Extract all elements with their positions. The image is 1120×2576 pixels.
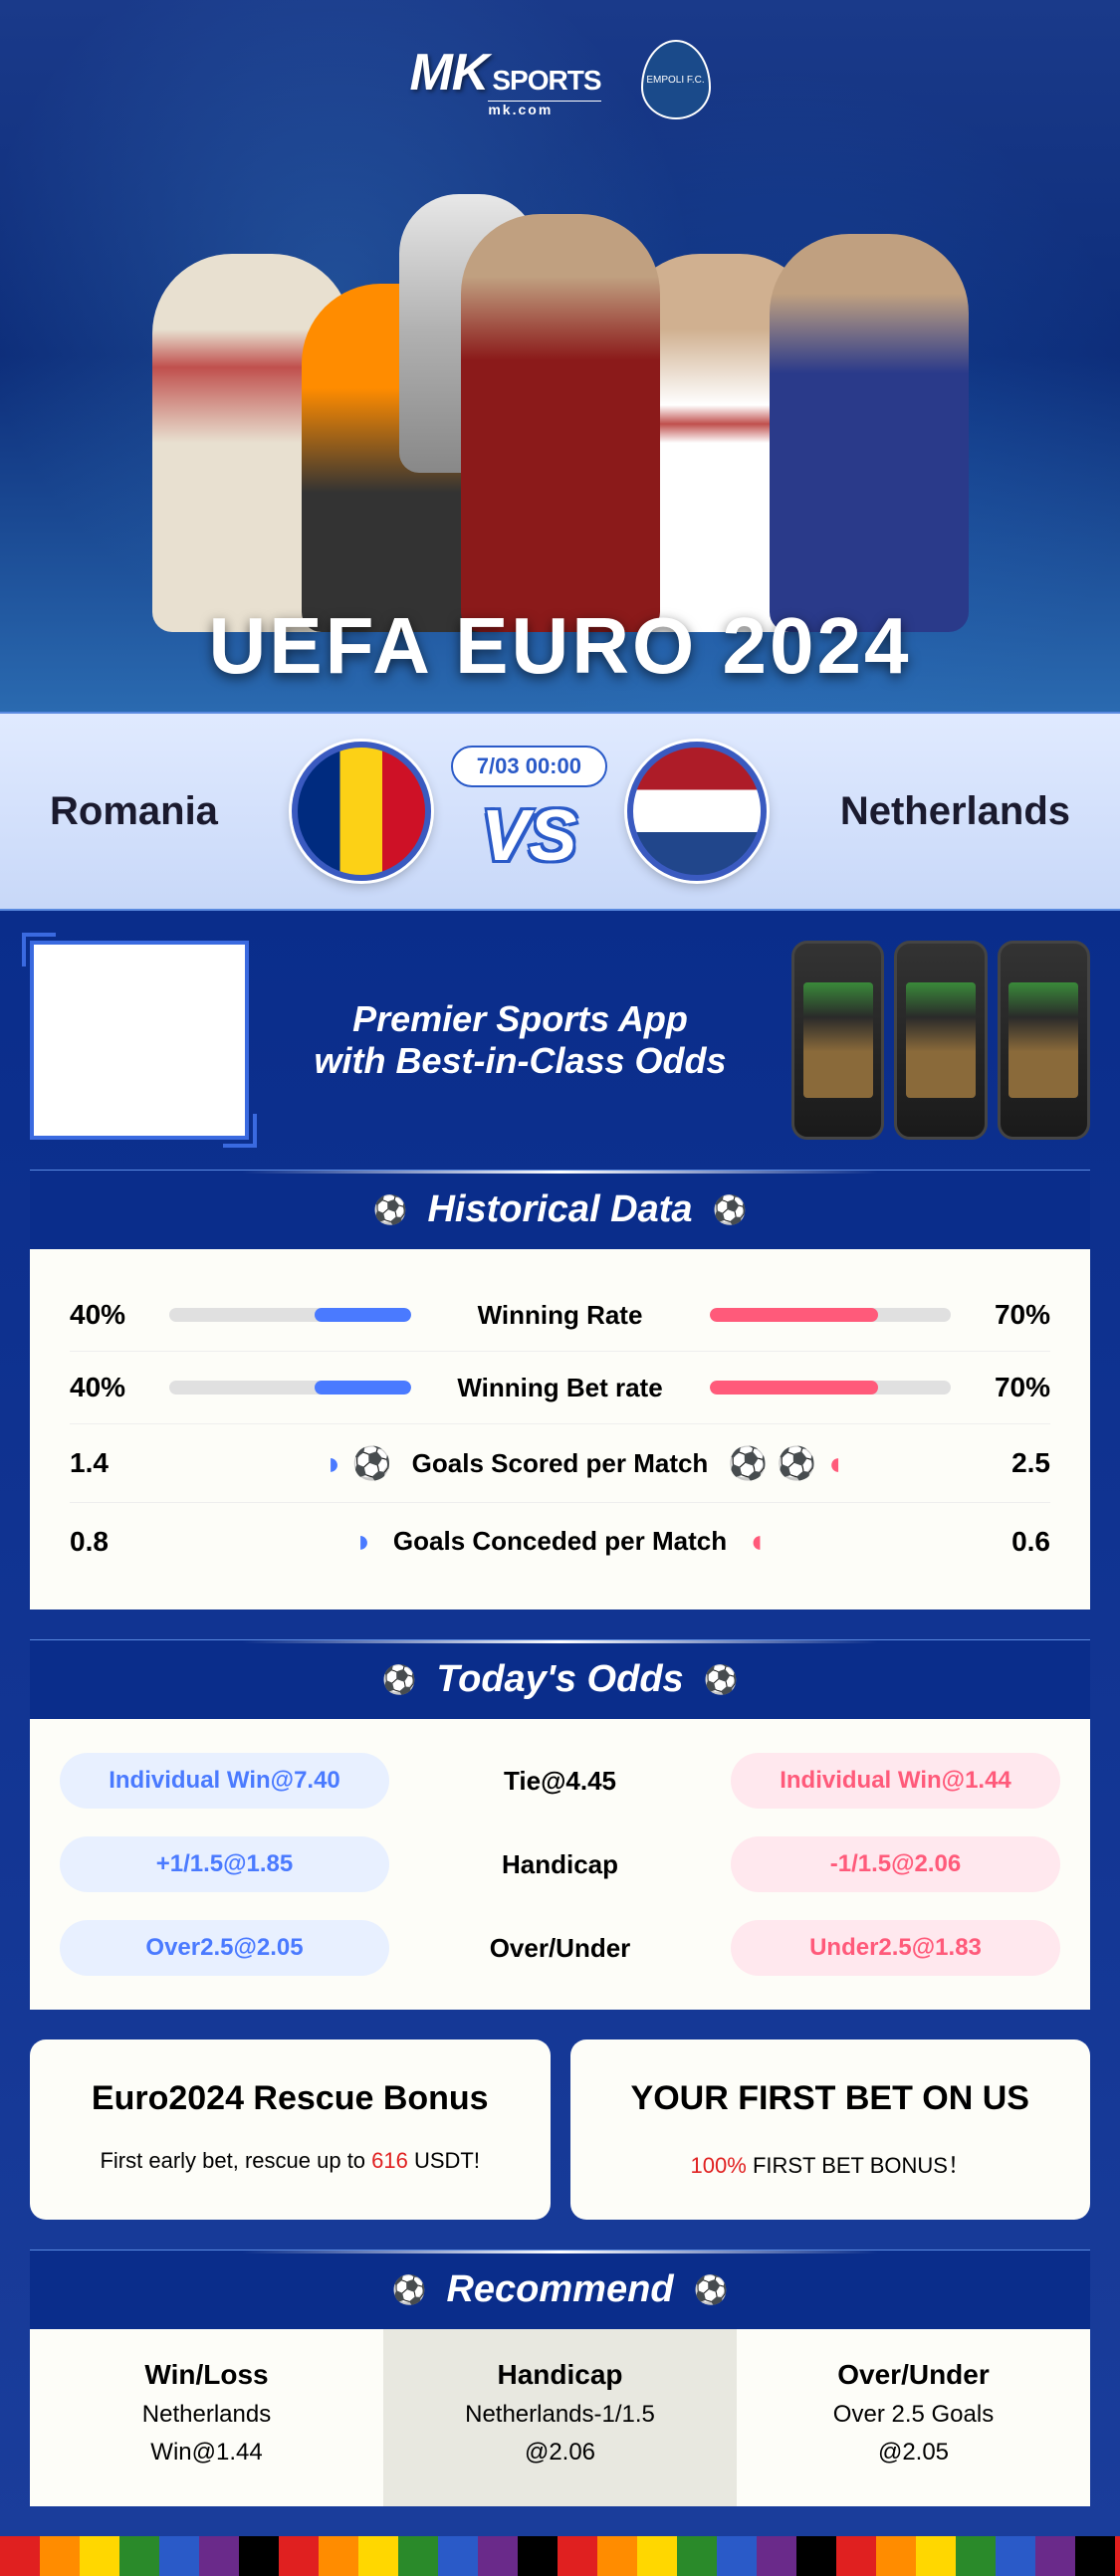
bonus-title: Euro2024 Rescue Bonus <box>60 2079 521 2118</box>
odds-panel: Individual Win@7.40 Tie@4.45 Individual … <box>30 1719 1090 2010</box>
stat-bar-right <box>710 1381 952 1395</box>
odds-right[interactable]: Individual Win@1.44 <box>731 1753 1060 1809</box>
flag-romania <box>292 742 431 881</box>
rec-line2: Win@1.44 <box>50 2439 363 2467</box>
recommend-header: ⚽ Recommend ⚽ <box>30 2250 1090 2329</box>
stat-row: 0.8 ◗ Goals Conceded per Match ◖ 0.6 <box>70 1502 1050 1580</box>
stat-row: 1.4 ◗ ⚽ Goals Scored per Match ⚽ ⚽ ◖ 2.5 <box>70 1423 1050 1502</box>
stat-right-value: 70% <box>971 1372 1050 1403</box>
stat-left-value: 40% <box>70 1372 149 1403</box>
odds-center: Over/Under <box>409 1933 711 1964</box>
ball-icon: ⚽ <box>694 2273 729 2306</box>
promo-line1: Premier Sports App <box>279 998 762 1040</box>
stat-right-value: 0.6 <box>971 1526 1050 1558</box>
hero-title: UEFA EURO 2024 <box>209 600 912 692</box>
stat-label: Winning Rate <box>431 1300 690 1331</box>
balls-right: ⚽ ⚽ ◖ <box>728 1444 951 1482</box>
mk-sports-logo: MK SPORTS mk.com <box>409 43 600 117</box>
match-center: 7/03 00:00 VS <box>292 742 767 881</box>
rec-line2: @2.06 <box>403 2439 717 2467</box>
bonus-rescue[interactable]: Euro2024 Rescue Bonus First early bet, r… <box>30 2039 551 2220</box>
logo-row: MK SPORTS mk.com EMPOLI F.C. <box>409 40 710 119</box>
ball-icon: ⚽ <box>704 1663 739 1696</box>
recommend-col[interactable]: Handicap Netherlands-1/1.5 @2.06 <box>383 2329 737 2506</box>
ball-icon: ⚽ <box>713 1193 748 1226</box>
stat-right-value: 2.5 <box>971 1447 1050 1479</box>
balls-right: ◖ <box>747 1523 951 1560</box>
footer-stripe <box>0 2536 1120 2576</box>
team-right: Netherlands <box>840 789 1070 834</box>
vs-text: VS <box>481 795 576 877</box>
stat-bar-left <box>169 1381 411 1395</box>
promo-text: Premier Sports App with Best-in-Class Od… <box>279 998 762 1082</box>
stat-right-value: 70% <box>971 1299 1050 1331</box>
recommend-col[interactable]: Over/Under Over 2.5 Goals @2.05 <box>737 2329 1090 2506</box>
odds-row: Over2.5@2.05 Over/Under Under2.5@1.83 <box>60 1906 1060 1990</box>
match-bar: Romania 7/03 00:00 VS Netherlands <box>0 712 1120 911</box>
club-badge: EMPOLI F.C. <box>641 40 711 119</box>
odds-left[interactable]: +1/1.5@1.85 <box>60 1836 389 1892</box>
ball-icon: ⚽ <box>373 1193 408 1226</box>
main-content: Premier Sports App with Best-in-Class Od… <box>0 911 1120 2536</box>
rec-title: Over/Under <box>757 2359 1070 2391</box>
logo-url: mk.com <box>488 101 600 117</box>
qr-placeholder[interactable] <box>30 941 249 1140</box>
stat-bar-left <box>169 1308 411 1322</box>
odds-row: +1/1.5@1.85 Handicap -1/1.5@2.06 <box>60 1823 1060 1906</box>
stat-label: Winning Bet rate <box>431 1373 690 1403</box>
bonus-title: YOUR FIRST BET ON US <box>600 2079 1061 2118</box>
rec-title: Handicap <box>403 2359 717 2391</box>
ball-icon: ⚽ <box>392 2273 427 2306</box>
historical-title: Historical Data <box>427 1188 692 1231</box>
balls-left: ◗ <box>169 1523 373 1560</box>
rec-line1: Over 2.5 Goals <box>757 2401 1070 2429</box>
stat-row: 40% Winning Rate 70% <box>70 1279 1050 1351</box>
match-date: 7/03 00:00 <box>451 746 607 787</box>
ball-icon: ⚽ <box>381 1663 416 1696</box>
rec-line1: Netherlands <box>50 2401 363 2429</box>
odds-right[interactable]: Under2.5@1.83 <box>731 1920 1060 1976</box>
odds-left[interactable]: Individual Win@7.40 <box>60 1753 389 1809</box>
stat-bar-right <box>710 1308 952 1322</box>
stats-panel: 40% Winning Rate 70% 40% Winning Bet rat… <box>30 1249 1090 1610</box>
phone-1 <box>791 941 884 1140</box>
rec-line2: @2.05 <box>757 2439 1070 2467</box>
team-left: Romania <box>50 789 218 834</box>
odds-right[interactable]: -1/1.5@2.06 <box>731 1836 1060 1892</box>
bonus-firstbet[interactable]: YOUR FIRST BET ON US 100% FIRST BET BONU… <box>570 2039 1091 2220</box>
flag-netherlands <box>627 742 767 881</box>
stat-label: Goals Scored per Match <box>412 1448 709 1479</box>
rec-line1: Netherlands-1/1.5 <box>403 2401 717 2429</box>
logo-mk: MK <box>409 43 488 103</box>
logo-sports: SPORTS <box>492 65 600 96</box>
phones-mock <box>791 941 1090 1140</box>
rec-title: Win/Loss <box>50 2359 363 2391</box>
promo-line2: with Best-in-Class Odds <box>279 1040 762 1082</box>
odds-left[interactable]: Over2.5@2.05 <box>60 1920 389 1976</box>
recommend-col[interactable]: Win/Loss Netherlands Win@1.44 <box>30 2329 383 2506</box>
stat-row: 40% Winning Bet rate 70% <box>70 1351 1050 1423</box>
promo-row: Premier Sports App with Best-in-Class Od… <box>30 941 1090 1140</box>
odds-center: Tie@4.45 <box>409 1766 711 1797</box>
players-image <box>112 184 1008 632</box>
phone-2 <box>894 941 987 1140</box>
bonus-sub: First early bet, rescue up to 616 USDT! <box>60 2148 521 2174</box>
phone-3 <box>998 941 1090 1140</box>
odds-header: ⚽ Today's Odds ⚽ <box>30 1639 1090 1719</box>
odds-title: Today's Odds <box>436 1658 683 1701</box>
bonus-row: Euro2024 Rescue Bonus First early bet, r… <box>30 2039 1090 2220</box>
stat-left-value: 40% <box>70 1299 149 1331</box>
balls-left: ◗ ⚽ <box>169 1444 392 1482</box>
stat-label: Goals Conceded per Match <box>393 1526 727 1557</box>
historical-header: ⚽ Historical Data ⚽ <box>30 1170 1090 1249</box>
stat-left-value: 1.4 <box>70 1447 149 1479</box>
vs-block: 7/03 00:00 VS <box>451 746 607 877</box>
odds-row: Individual Win@7.40 Tie@4.45 Individual … <box>60 1739 1060 1823</box>
bonus-sub: 100% FIRST BET BONUS！ <box>600 2148 1061 2180</box>
recommend-panel: Win/Loss Netherlands Win@1.44 Handicap N… <box>30 2329 1090 2506</box>
stat-left-value: 0.8 <box>70 1526 149 1558</box>
odds-center: Handicap <box>409 1849 711 1880</box>
recommend-title: Recommend <box>446 2268 673 2311</box>
hero-banner: MK SPORTS mk.com EMPOLI F.C. UEFA EURO 2… <box>0 0 1120 712</box>
